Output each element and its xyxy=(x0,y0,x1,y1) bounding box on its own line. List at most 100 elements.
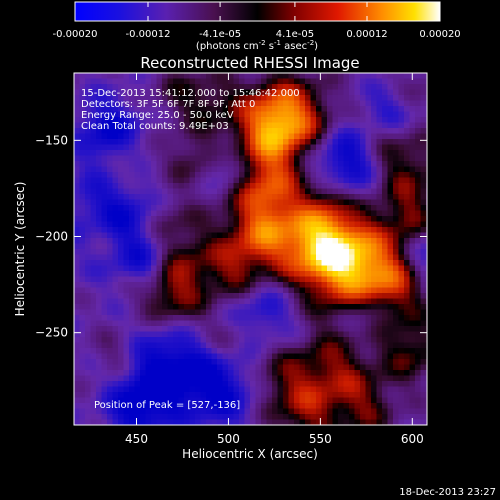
heatmap-cell xyxy=(90,95,97,102)
heatmap-cell xyxy=(349,331,356,338)
heatmap-cell xyxy=(420,89,427,96)
heatmap-cell xyxy=(398,238,405,245)
heatmap-cell xyxy=(134,265,141,272)
heatmap-cell xyxy=(283,73,290,80)
heatmap-cell xyxy=(261,304,268,311)
heatmap-cell xyxy=(283,139,290,146)
heatmap-cell xyxy=(321,144,328,151)
heatmap-cell xyxy=(74,111,81,118)
heatmap-cell xyxy=(338,381,345,388)
heatmap-cell xyxy=(206,78,213,85)
heatmap-cell xyxy=(321,122,328,129)
heatmap-cell xyxy=(250,128,257,135)
heatmap-cell xyxy=(420,348,427,355)
heatmap-cell xyxy=(277,403,284,410)
heatmap-cell xyxy=(310,419,317,425)
heatmap-cell xyxy=(272,144,279,151)
heatmap-cell xyxy=(184,320,191,327)
heatmap-cell xyxy=(211,128,218,135)
heatmap-cell xyxy=(393,397,400,404)
heatmap-cell xyxy=(200,276,207,283)
heatmap-cell xyxy=(96,183,103,190)
heatmap-cell xyxy=(255,89,262,96)
heatmap-cell xyxy=(365,304,372,311)
heatmap-cell xyxy=(316,221,323,228)
heatmap-cell xyxy=(118,403,125,410)
heatmap-cell xyxy=(420,397,427,404)
heatmap-cell xyxy=(217,397,224,404)
heatmap-cell xyxy=(371,320,378,327)
heatmap-cell xyxy=(206,166,213,173)
heatmap-cell xyxy=(239,205,246,212)
heatmap-cell xyxy=(211,337,218,344)
heatmap-cell xyxy=(327,188,334,195)
heatmap-cell xyxy=(382,221,389,228)
heatmap-cell xyxy=(266,177,273,184)
heatmap-cell xyxy=(299,150,306,157)
heatmap-cell xyxy=(90,271,97,278)
heatmap-cell xyxy=(420,331,427,338)
heatmap-cell xyxy=(360,293,367,300)
heatmap-cell xyxy=(162,227,169,234)
heatmap-cell xyxy=(288,348,295,355)
heatmap-cell xyxy=(393,419,400,425)
heatmap-cell xyxy=(118,397,125,404)
heatmap-cell xyxy=(189,117,196,124)
heatmap-cell xyxy=(206,188,213,195)
heatmap-cell xyxy=(255,331,262,338)
heatmap-cell xyxy=(184,177,191,184)
heatmap-cell xyxy=(107,172,114,179)
heatmap-cell xyxy=(393,111,400,118)
heatmap-cell xyxy=(349,89,356,96)
heatmap-cell xyxy=(327,89,334,96)
heatmap-cell xyxy=(261,221,268,228)
heatmap-cell xyxy=(162,414,169,421)
heatmap-cell xyxy=(239,271,246,278)
heatmap-cell xyxy=(211,249,218,256)
heatmap-cell xyxy=(129,73,136,80)
heatmap-cell xyxy=(398,375,405,382)
heatmap-cell xyxy=(222,348,229,355)
heatmap-cell xyxy=(316,276,323,283)
heatmap-cell xyxy=(393,128,400,135)
heatmap-cell xyxy=(200,205,207,212)
heatmap-cell xyxy=(167,199,174,206)
heatmap-cell xyxy=(404,227,411,234)
heatmap-cell xyxy=(123,364,130,371)
heatmap-cell xyxy=(79,249,86,256)
heatmap-cell xyxy=(299,199,306,206)
heatmap-cell xyxy=(85,370,92,377)
heatmap-cell xyxy=(266,210,273,217)
heatmap-cell xyxy=(233,249,240,256)
heatmap-cell xyxy=(162,309,169,316)
heatmap-cell xyxy=(299,375,306,382)
heatmap-cell xyxy=(332,199,339,206)
heatmap-cell xyxy=(145,194,152,201)
heatmap-cell xyxy=(112,100,119,107)
heatmap-cell xyxy=(349,337,356,344)
heatmap-cell xyxy=(167,183,174,190)
heatmap-cell xyxy=(299,243,306,250)
heatmap-cell xyxy=(415,386,422,393)
heatmap-cell xyxy=(316,166,323,173)
heatmap-cell xyxy=(90,106,97,113)
heatmap-cell xyxy=(167,282,174,289)
heatmap-cell xyxy=(332,403,339,410)
heatmap-cell xyxy=(239,353,246,360)
heatmap-cell xyxy=(272,331,279,338)
heatmap-cell xyxy=(112,117,119,124)
heatmap-cell xyxy=(211,177,218,184)
heatmap-cell xyxy=(189,232,196,239)
heatmap-cell xyxy=(387,370,394,377)
heatmap-cell xyxy=(338,139,345,146)
heatmap-cell xyxy=(349,216,356,223)
heatmap-cell xyxy=(420,111,427,118)
heatmap-cell xyxy=(195,298,202,305)
heatmap-cell xyxy=(272,304,279,311)
heatmap-cell xyxy=(189,161,196,168)
heatmap-cell xyxy=(294,89,301,96)
heatmap-cell xyxy=(206,122,213,129)
heatmap-cell xyxy=(217,243,224,250)
heatmap-cell xyxy=(118,100,125,107)
heatmap-cell xyxy=(145,221,152,228)
